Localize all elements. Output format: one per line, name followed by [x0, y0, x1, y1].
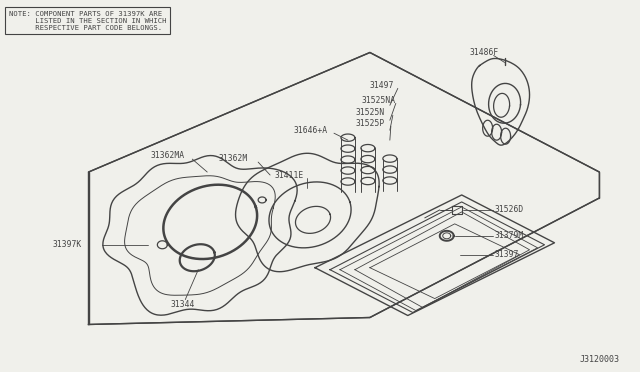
Text: 31486F: 31486F	[470, 48, 499, 57]
Text: 31525NA: 31525NA	[362, 96, 396, 105]
Text: 31646+A: 31646+A	[293, 126, 327, 135]
Text: 31344: 31344	[170, 300, 195, 309]
Text: 31525P: 31525P	[356, 119, 385, 128]
Text: 31411E: 31411E	[274, 170, 303, 180]
Text: 31397: 31397	[495, 250, 519, 259]
Text: 31362MA: 31362MA	[150, 151, 184, 160]
Text: 31362M: 31362M	[218, 154, 248, 163]
Text: NOTE: COMPONENT PARTS OF 31397K ARE
      LISTED IN THE SECTION IN WHICH
      R: NOTE: COMPONENT PARTS OF 31397K ARE LIST…	[9, 11, 166, 31]
Text: 31397K: 31397K	[52, 240, 82, 249]
Text: 31497: 31497	[370, 81, 394, 90]
Text: 31526D: 31526D	[495, 205, 524, 214]
Text: J3120003: J3120003	[579, 355, 620, 364]
Text: 31379M: 31379M	[495, 231, 524, 240]
Text: 31525N: 31525N	[356, 108, 385, 117]
